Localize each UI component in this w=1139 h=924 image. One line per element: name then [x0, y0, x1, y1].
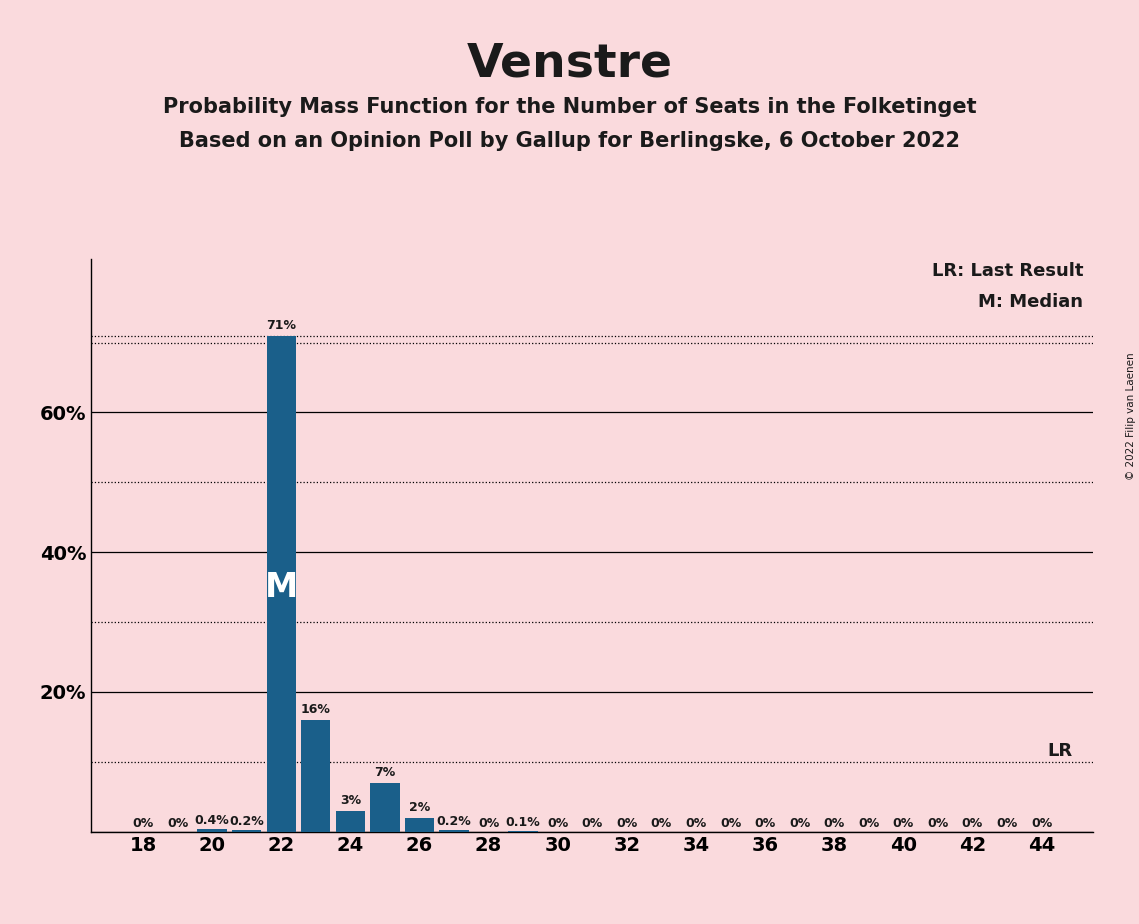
Text: 0%: 0%: [997, 817, 1017, 830]
Text: 0.4%: 0.4%: [195, 814, 229, 827]
Text: 0%: 0%: [720, 817, 741, 830]
Bar: [440, 830, 469, 832]
Text: 7%: 7%: [375, 766, 395, 779]
Text: LR: LR: [1048, 742, 1073, 760]
Bar: [336, 810, 364, 832]
Text: M: M: [264, 571, 297, 603]
Text: 71%: 71%: [267, 319, 296, 332]
Text: LR: Last Result: LR: Last Result: [932, 261, 1083, 280]
Text: 16%: 16%: [301, 703, 330, 716]
Text: 3%: 3%: [339, 794, 361, 808]
Text: 0%: 0%: [132, 817, 154, 830]
Text: 0%: 0%: [616, 817, 638, 830]
Text: 0%: 0%: [686, 817, 706, 830]
Text: 0%: 0%: [582, 817, 603, 830]
Text: 0%: 0%: [478, 817, 499, 830]
Text: 0%: 0%: [1031, 817, 1052, 830]
Text: 0%: 0%: [167, 817, 188, 830]
Text: © 2022 Filip van Laenen: © 2022 Filip van Laenen: [1126, 352, 1136, 480]
Text: 0%: 0%: [547, 817, 568, 830]
Text: 0%: 0%: [961, 817, 983, 830]
Bar: [301, 720, 330, 832]
Text: Probability Mass Function for the Number of Seats in the Folketinget: Probability Mass Function for the Number…: [163, 97, 976, 117]
Bar: [267, 335, 296, 832]
Text: 0.2%: 0.2%: [436, 815, 472, 828]
Bar: [197, 829, 227, 832]
Bar: [370, 783, 400, 832]
Text: 0%: 0%: [650, 817, 672, 830]
Bar: [404, 818, 434, 832]
Text: 2%: 2%: [409, 801, 431, 814]
Text: M: Median: M: Median: [978, 293, 1083, 311]
Text: 0%: 0%: [893, 817, 913, 830]
Text: 0%: 0%: [823, 817, 845, 830]
Text: 0.2%: 0.2%: [229, 815, 264, 828]
Bar: [232, 830, 261, 832]
Text: 0%: 0%: [789, 817, 810, 830]
Text: 0.1%: 0.1%: [506, 816, 541, 829]
Text: 0%: 0%: [927, 817, 949, 830]
Text: 0%: 0%: [754, 817, 776, 830]
Text: Venstre: Venstre: [467, 42, 672, 87]
Text: Based on an Opinion Poll by Gallup for Berlingske, 6 October 2022: Based on an Opinion Poll by Gallup for B…: [179, 131, 960, 152]
Text: 0%: 0%: [858, 817, 879, 830]
